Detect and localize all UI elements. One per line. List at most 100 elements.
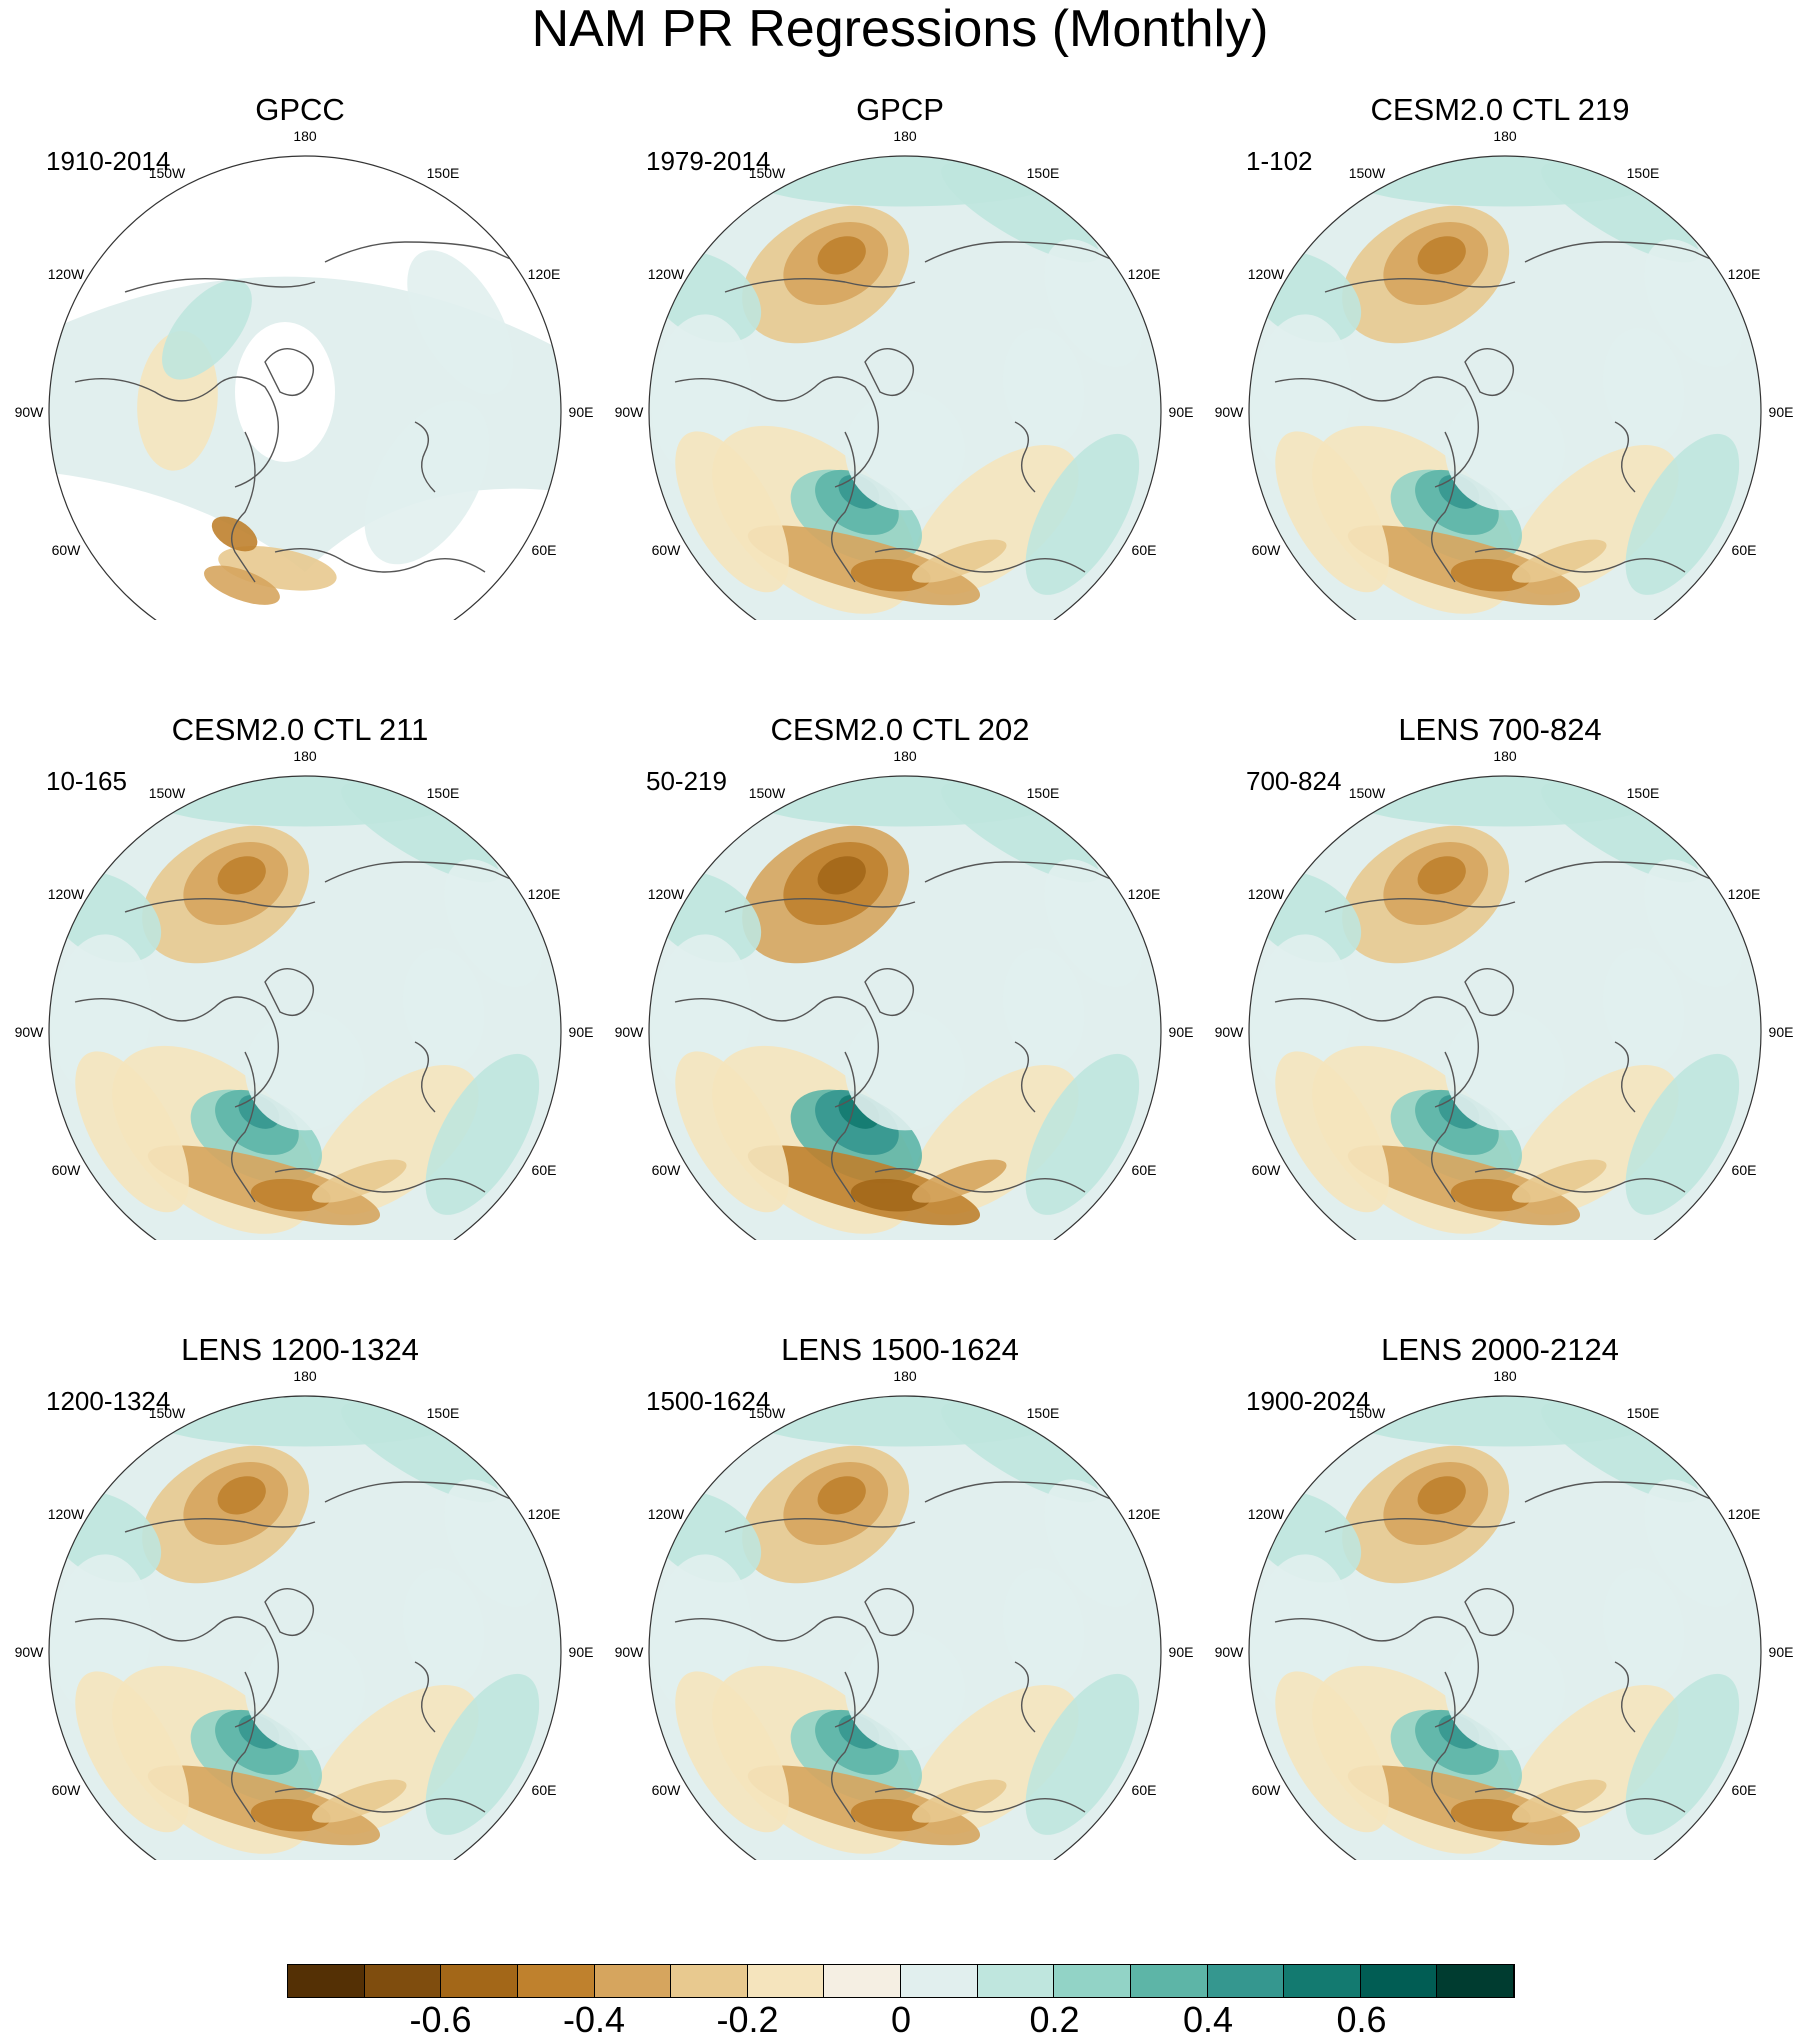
longitude-label: 120E [1128,266,1161,282]
coastline [74,1616,280,1728]
field-contour [1275,1671,1389,1833]
longitude-label: 120W [648,1506,685,1522]
field-contour [211,516,258,552]
map-boundary [648,775,1162,1240]
field-contour [250,1798,331,1832]
map-boundary [1248,1395,1762,1860]
longitude-label: 180 [1493,128,1517,144]
map-panel: 180150E120E90E60E30E030W60W90W120W150WCE… [600,620,1200,1240]
longitude-label: 90W [15,404,45,420]
panel-title: CESM2.0 CTL 202 [770,712,1030,747]
field-contour [1250,934,1352,1094]
longitude-label: 90E [1769,404,1794,420]
field-contour [1417,1476,1466,1515]
colorbar-box [288,1965,365,1997]
field-contour [204,565,280,605]
coastline [74,376,280,488]
coastline [724,897,916,913]
field-contour [245,1630,365,1751]
coastline [274,547,486,573]
colorbar-box [1054,1965,1131,1997]
longitude-label: 150W [149,1405,186,1421]
longitude-label: 60W [52,1162,82,1178]
colorbar-box [594,1965,672,1997]
field-contour [1044,239,1143,368]
field-contour [50,1554,152,1714]
map-boundary [648,1395,1162,1860]
field-contour [444,859,543,988]
coastline [264,1588,314,1636]
field-contour [250,1178,331,1212]
field-contour [1512,1779,1607,1823]
field-contour [1541,782,1700,883]
field-contour [217,856,266,895]
panel-period: 50-219 [646,766,727,796]
field-contour [1512,1159,1607,1203]
field-contour [675,431,789,593]
polar-map: 180150E120E90E60E30E030W60W90W120W150W [15,128,593,620]
coastline [231,1051,256,1203]
longitude-label: 180 [293,128,317,144]
field-contour [1450,558,1531,592]
field-contour [1602,948,1685,1068]
longitude-label: 90W [15,1644,45,1660]
field-contour [1541,162,1700,263]
field-contour [217,1476,266,1515]
coastline [124,277,316,293]
longitude-label: 150E [1027,785,1060,801]
coastline [1614,1661,1636,1733]
field-contour [1602,1568,1685,1688]
field-contour [1602,328,1685,448]
field-contour [312,1159,407,1203]
map-panel: 180150E120E90E60E30E030W60W90W120W150WLE… [1200,620,1800,1240]
colorbar-box [364,1965,442,1997]
colorbar-box [1360,1965,1438,1997]
field-contour [1541,1402,1700,1503]
coastline [264,968,314,1016]
panel-period: 1900-2024 [1246,1386,1371,1416]
coastline [1614,1041,1636,1113]
longitude-label: 150E [1627,1405,1660,1421]
longitude-label: 180 [893,748,917,764]
longitude-label: 120W [48,1506,85,1522]
field-contour [650,934,752,1094]
coastline [874,1167,1086,1193]
field-contour [1625,1673,1740,1835]
field-contour [1445,1010,1565,1131]
colorbar-box [1284,1965,1361,1997]
longitude-label: 150E [1027,1405,1060,1421]
longitude-label: 120W [1248,886,1285,902]
polar-map: 180150E120E90E60E30E030W60W90W120W150W [15,1368,594,1860]
longitude-label: 90W [615,1644,645,1660]
longitude-label: 150E [427,785,460,801]
coastline [231,431,256,583]
colorbar-box [517,1965,595,1997]
coastline [1324,897,1516,913]
longitude-label: 60E [1132,542,1157,558]
coastline [674,1616,880,1728]
field-contour [162,279,252,380]
longitude-label: 180 [893,1368,917,1384]
coastline [1274,1616,1480,1728]
missing-data [235,322,335,462]
longitude-label: 60W [652,542,682,558]
colorbar-box [824,1965,901,1997]
field-contour [817,856,866,895]
coastline [264,348,314,396]
field-contour [1250,1554,1352,1714]
coastline [674,376,880,488]
coastline [874,547,1086,573]
longitude-label: 60W [1252,1782,1282,1798]
coastline [1464,1588,1514,1636]
coastline [674,996,880,1108]
field-contour [1450,1178,1531,1212]
field-contour [650,1554,752,1714]
field-contour [941,782,1100,883]
polar-map: 180150E120E90E60E30E030W60W90W120W150W [615,128,1193,620]
coastline [1274,996,1480,1108]
coastline [124,897,316,913]
figure-title: NAM PR Regressions (Monthly) [531,0,1269,58]
field-contour [941,1402,1100,1503]
longitude-label: 90E [569,1644,594,1660]
map-boundary [1248,775,1762,1240]
